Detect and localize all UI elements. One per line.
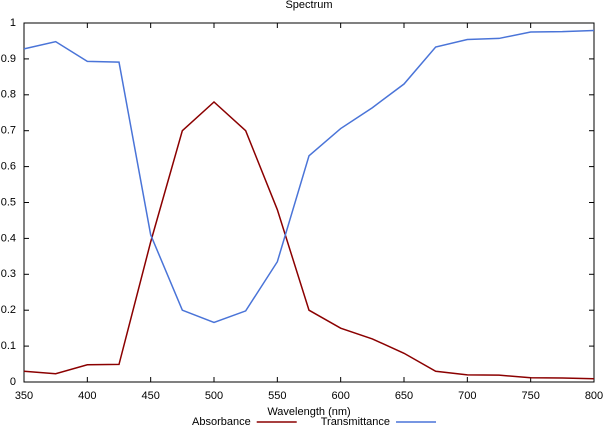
y-tick-label: 0.2 — [1, 304, 16, 316]
y-tick-label: 0.8 — [1, 89, 16, 101]
legend-label: Transmittance — [321, 416, 390, 427]
x-tick-label: 500 — [205, 390, 223, 402]
y-tick-label: 1 — [10, 17, 16, 29]
x-tick-label: 600 — [331, 390, 349, 402]
chart-title: Spectrum — [285, 0, 332, 11]
x-tick-label: 550 — [268, 390, 286, 402]
legend-label: Absorbance — [192, 416, 251, 427]
x-tick-label: 450 — [141, 390, 159, 402]
y-tick-label: 0.1 — [1, 340, 16, 352]
x-tick-label: 700 — [458, 390, 476, 402]
y-tick-label: 0.4 — [1, 232, 16, 244]
x-tick-label: 750 — [521, 390, 539, 402]
x-tick-label: 400 — [78, 390, 96, 402]
series-line — [23, 29, 595, 324]
x-tick-label: 350 — [15, 390, 33, 402]
y-tick-label: 0.5 — [1, 196, 16, 208]
x-axis-label: Wavelength (nm) — [267, 406, 350, 418]
y-tick-label: 0 — [10, 376, 16, 388]
y-tick-label: 0.7 — [1, 125, 16, 137]
y-tick-label: 0.6 — [1, 161, 16, 173]
y-tick-label: 0.3 — [1, 268, 16, 280]
plot-frame — [23, 22, 595, 383]
x-tick-label: 650 — [395, 390, 413, 402]
series-line — [23, 100, 595, 380]
x-tick-label: 800 — [585, 390, 603, 402]
y-tick-label: 0.9 — [1, 53, 16, 65]
